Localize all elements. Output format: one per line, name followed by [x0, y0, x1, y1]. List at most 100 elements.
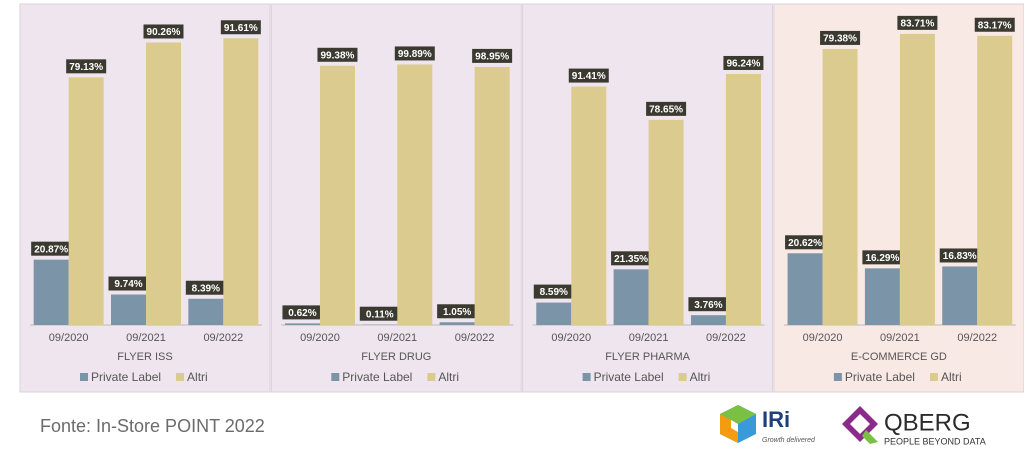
value-label-box: [359, 306, 400, 321]
value-label: 96.24%: [726, 59, 760, 70]
bar: [942, 266, 978, 325]
x-tick-label: 09/2021: [126, 332, 166, 344]
value-label: 16.29%: [865, 253, 899, 264]
value-label-box: [974, 17, 1015, 32]
x-tick-label: 09/2020: [551, 332, 591, 344]
value-label: 91.41%: [572, 71, 606, 82]
value-label: 79.13%: [69, 62, 103, 73]
bar: [223, 38, 259, 325]
value-label: 1.05%: [443, 307, 471, 318]
qberg-logo: QBERG PEOPLE BEYOND DATA: [842, 406, 986, 446]
bar: [111, 294, 146, 325]
value-label-box: [862, 250, 903, 265]
chart-panel: 09/2020 20.62% 79.38% 09/2021 16.29% 83.71% 09…: [773, 3, 1024, 393]
legend-swatch: [582, 373, 591, 381]
iri-icon-left: [720, 414, 738, 443]
bar: [864, 268, 900, 325]
bar: [648, 119, 684, 325]
x-tick-label: 09/2020: [300, 332, 340, 344]
chart-title: FLYER DRUG: [361, 351, 431, 363]
value-label: 90.26%: [147, 27, 181, 38]
chart-title: E-COMMERCE GD: [851, 351, 947, 363]
value-label: 3.76%: [694, 300, 722, 311]
iri-name: IRi: [762, 407, 790, 432]
bar: [536, 302, 572, 325]
bar: [68, 77, 104, 326]
value-label-box: [185, 280, 226, 295]
legend-label: Private Label: [845, 370, 915, 384]
bar: [284, 323, 320, 325]
value-label-box: [66, 59, 107, 74]
bar: [787, 253, 823, 325]
value-label: 16.83%: [943, 251, 977, 262]
value-label-box: [723, 55, 764, 70]
bar: [725, 73, 761, 325]
legend-label: Altri: [690, 370, 711, 384]
value-label: 8.39%: [192, 283, 220, 294]
legend-label: Private Label: [91, 370, 161, 384]
x-tick-label: 09/2020: [49, 332, 89, 344]
legend-swatch: [331, 373, 340, 381]
value-label: 83.17%: [978, 20, 1012, 31]
legend-swatch: [929, 373, 938, 381]
x-tick-label: 09/2022: [455, 332, 495, 344]
x-tick-label: 09/2021: [629, 332, 669, 344]
value-label: 99.38%: [321, 50, 355, 61]
iri-tagline: Growth delivered: [762, 437, 816, 444]
legend-swatch: [427, 373, 436, 381]
value-label-box: [688, 297, 729, 312]
bar: [977, 35, 1013, 325]
x-tick-label: 09/2020: [803, 332, 843, 344]
bar: [690, 315, 726, 325]
value-label-box: [820, 30, 861, 45]
value-label-box: [533, 284, 574, 299]
source: Fonte: In-Store POINT 2022: [40, 416, 265, 436]
x-tick-label: 09/2021: [377, 332, 417, 344]
value-label: 0.11%: [366, 309, 394, 320]
legend-swatch: [176, 373, 185, 381]
bar: [613, 269, 649, 325]
value-label: 78.65%: [649, 104, 683, 115]
bar: [33, 259, 69, 325]
bar: [474, 66, 510, 325]
qberg-icon-tail: [862, 430, 878, 444]
qberg-name: QBERG: [884, 409, 971, 436]
legend-swatch: [833, 373, 842, 381]
legend-swatch: [678, 373, 687, 381]
bar: [146, 42, 181, 325]
value-label-box: [785, 235, 826, 250]
legend-label: Private Label: [342, 370, 412, 384]
iri-icon-top: [720, 405, 756, 424]
legend-swatch: [80, 373, 88, 381]
value-label-box: [220, 20, 261, 35]
value-label-box: [108, 276, 149, 291]
bar: [319, 65, 355, 325]
x-tick-label: 09/2021: [880, 332, 920, 344]
value-label: 21.35%: [614, 254, 648, 265]
value-label: 0.62%: [288, 308, 316, 319]
charts: 09/2020 20.87% 79.13% 09/2021 9.74% 90.26% 09/…: [19, 3, 1024, 393]
chart-panel: 09/2020 20.87% 79.13% 09/2021 9.74% 90.26% 09/…: [19, 3, 271, 393]
chart-panel: 09/2020 8.59% 91.41% 09/2021 21.35% 78.65% 09/…: [522, 3, 774, 393]
value-label-box: [472, 48, 513, 63]
value-label-box: [646, 101, 687, 116]
legend-label: Altri: [941, 370, 962, 384]
value-label: 99.89%: [398, 49, 432, 60]
value-label-box: [282, 305, 323, 320]
value-label-box: [31, 241, 72, 256]
value-label: 91.61%: [224, 23, 258, 34]
bar: [439, 322, 475, 325]
bar: [899, 33, 935, 326]
chart-panel: 09/2020 0.62% 99.38% 09/2021 0.11% 99.89% 09/2…: [270, 3, 522, 393]
bar: [571, 86, 607, 325]
legend-label: Private Label: [594, 370, 664, 384]
value-label-box: [568, 68, 609, 83]
value-label-box: [437, 304, 478, 319]
value-label-box: [143, 24, 184, 39]
value-label-box: [611, 251, 652, 266]
chart-title: FLYER ISS: [117, 351, 172, 363]
legend-label: Altri: [187, 370, 208, 384]
legend-label: Altri: [438, 370, 459, 384]
chart-title: FLYER PHARMA: [605, 351, 690, 363]
